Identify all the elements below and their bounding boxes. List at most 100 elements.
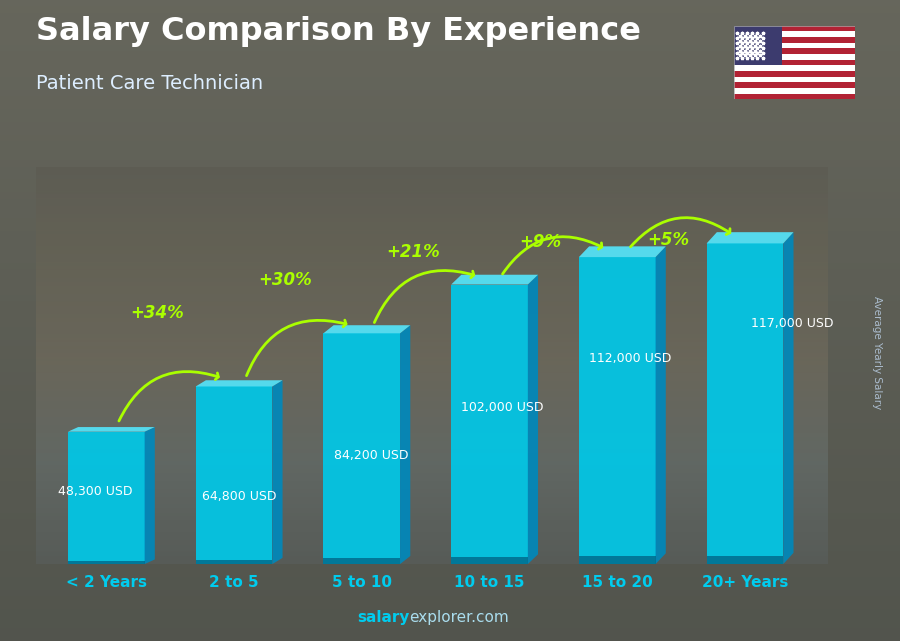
Bar xyxy=(0,436,900,442)
Bar xyxy=(36,405,828,409)
Text: +21%: +21% xyxy=(386,242,440,261)
Bar xyxy=(195,560,273,564)
Bar xyxy=(0,263,900,269)
Bar xyxy=(36,270,828,274)
Bar xyxy=(0,269,900,276)
Bar xyxy=(36,179,828,183)
Bar xyxy=(36,167,828,171)
Polygon shape xyxy=(527,275,538,564)
Bar xyxy=(36,326,828,329)
Bar xyxy=(36,560,828,564)
Text: 102,000 USD: 102,000 USD xyxy=(462,401,544,414)
Bar xyxy=(734,60,855,65)
Bar xyxy=(36,203,828,206)
Bar xyxy=(36,540,828,544)
Bar xyxy=(36,401,828,405)
Bar xyxy=(36,413,828,417)
Bar xyxy=(36,393,828,397)
Bar xyxy=(36,210,828,214)
Bar xyxy=(36,373,828,378)
Bar xyxy=(734,71,855,77)
Bar xyxy=(0,179,900,186)
Bar xyxy=(36,266,828,270)
Bar xyxy=(0,513,900,519)
Bar xyxy=(36,282,828,286)
Bar xyxy=(0,231,900,237)
Bar xyxy=(0,186,900,192)
Bar xyxy=(36,517,828,520)
Bar xyxy=(451,285,527,564)
Bar xyxy=(0,603,900,609)
Bar xyxy=(0,320,900,327)
Bar xyxy=(36,520,828,524)
Polygon shape xyxy=(706,232,794,244)
Bar xyxy=(36,425,828,429)
Bar xyxy=(36,421,828,425)
Bar xyxy=(0,103,900,109)
Bar xyxy=(36,469,828,472)
Bar xyxy=(36,171,828,174)
Bar xyxy=(0,404,900,410)
Bar xyxy=(0,96,900,103)
Bar xyxy=(36,242,828,246)
Bar xyxy=(0,295,900,301)
Bar xyxy=(36,258,828,262)
Bar xyxy=(36,329,828,333)
Bar xyxy=(36,322,828,326)
Bar xyxy=(734,77,855,82)
Bar xyxy=(36,318,828,322)
Bar xyxy=(0,32,900,38)
Bar xyxy=(36,345,828,349)
Text: +34%: +34% xyxy=(130,303,184,322)
Bar xyxy=(36,449,828,453)
Bar xyxy=(0,494,900,500)
Polygon shape xyxy=(655,246,666,564)
Text: 84,200 USD: 84,200 USD xyxy=(334,449,408,462)
Text: +9%: +9% xyxy=(519,233,562,251)
Bar xyxy=(734,43,855,48)
Bar xyxy=(0,429,900,436)
Bar xyxy=(734,48,855,54)
Bar xyxy=(0,160,900,167)
Bar xyxy=(0,83,900,90)
Bar xyxy=(36,298,828,302)
Bar xyxy=(36,389,828,393)
Bar xyxy=(0,122,900,128)
Bar xyxy=(36,461,828,465)
Text: 64,800 USD: 64,800 USD xyxy=(202,490,276,503)
Bar xyxy=(0,173,900,179)
Bar xyxy=(0,282,900,288)
Bar xyxy=(0,128,900,135)
Bar xyxy=(0,71,900,77)
Bar xyxy=(579,257,655,564)
Bar xyxy=(36,278,828,282)
Bar xyxy=(0,596,900,603)
Bar xyxy=(734,26,855,31)
Text: salary: salary xyxy=(357,610,410,625)
Text: +30%: +30% xyxy=(258,271,312,289)
Bar xyxy=(0,154,900,160)
Bar xyxy=(0,570,900,577)
Bar xyxy=(0,51,900,58)
Bar xyxy=(0,218,900,224)
Bar xyxy=(36,294,828,298)
Bar xyxy=(36,481,828,485)
Bar xyxy=(0,147,900,154)
Bar xyxy=(0,538,900,545)
Bar xyxy=(0,199,900,205)
Bar xyxy=(0,212,900,218)
Bar xyxy=(0,635,900,641)
Bar xyxy=(36,433,828,437)
Bar xyxy=(0,237,900,244)
Polygon shape xyxy=(400,325,410,564)
Bar xyxy=(36,194,828,199)
Bar xyxy=(734,65,855,71)
Bar xyxy=(0,0,900,6)
Bar xyxy=(0,353,900,359)
Bar xyxy=(36,230,828,234)
Bar xyxy=(0,359,900,365)
Bar xyxy=(0,506,900,513)
Bar xyxy=(734,26,782,65)
Bar xyxy=(0,397,900,404)
Bar xyxy=(0,455,900,462)
